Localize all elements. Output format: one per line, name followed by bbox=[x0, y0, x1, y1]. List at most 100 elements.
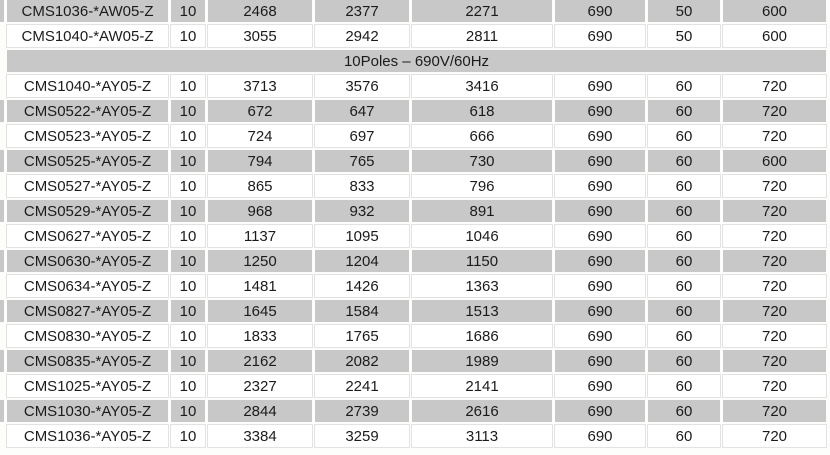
cell-model-number: CMS1025-*AY05-Z bbox=[7, 375, 168, 397]
cell-value: 865 bbox=[208, 175, 312, 197]
cell-value: 690 bbox=[555, 125, 645, 147]
cell-value: 10 bbox=[171, 100, 205, 122]
cell-value: 2468 bbox=[208, 0, 312, 22]
cell-value: 60 bbox=[648, 250, 720, 272]
cell-value: 720 bbox=[723, 300, 826, 322]
cell-value: 690 bbox=[555, 375, 645, 397]
cell-value: 60 bbox=[648, 425, 720, 447]
cell-value: 833 bbox=[315, 175, 409, 197]
cell-model-number: CMS0835-*AY05-Z bbox=[7, 350, 168, 372]
cell-value: 891 bbox=[412, 200, 552, 222]
table-body: CMS1036-*AW05-Z 10 2468 2377 2271 690 50 600 CMS… bbox=[0, 0, 826, 447]
cell-value: 10 bbox=[171, 375, 205, 397]
cell-value: 2327 bbox=[208, 375, 312, 397]
row-edge-sliver bbox=[0, 100, 4, 122]
row-edge-sliver bbox=[0, 275, 4, 297]
cell-value: 2811 bbox=[412, 25, 552, 47]
cell-value: 600 bbox=[723, 0, 826, 22]
cell-value: 10 bbox=[171, 200, 205, 222]
cell-model-number: CMS0630-*AY05-Z bbox=[7, 250, 168, 272]
row-edge-sliver bbox=[0, 200, 4, 222]
cell-value: 690 bbox=[555, 0, 645, 22]
cell-model-number: CMS1040-*AY05-Z bbox=[7, 75, 168, 97]
row-edge-sliver bbox=[0, 425, 4, 447]
cell-value: 10 bbox=[171, 425, 205, 447]
cell-value: 60 bbox=[648, 175, 720, 197]
cell-value: 690 bbox=[555, 25, 645, 47]
cell-model-number: CMS1036-*AW05-Z bbox=[7, 0, 168, 22]
cell-value: 720 bbox=[723, 275, 826, 297]
table-row: CMS1040-*AY05-Z 10 3713 3576 3416 690 60 720 bbox=[0, 75, 826, 97]
table-row: CMS0627-*AY05-Z 10 1137 1095 1046 690 60 720 bbox=[0, 225, 826, 247]
cell-value: 1426 bbox=[315, 275, 409, 297]
cell-value: 720 bbox=[723, 325, 826, 347]
cell-value: 600 bbox=[723, 25, 826, 47]
cell-model-number: CMS1040-*AW05-Z bbox=[7, 25, 168, 47]
row-edge-sliver bbox=[0, 175, 4, 197]
cell-value: 60 bbox=[648, 375, 720, 397]
cell-value: 720 bbox=[723, 100, 826, 122]
cell-value: 690 bbox=[555, 175, 645, 197]
cell-value: 720 bbox=[723, 350, 826, 372]
table-row: CMS0529-*AY05-Z 10 968 932 891 690 60 720 bbox=[0, 200, 826, 222]
cell-model-number: CMS0527-*AY05-Z bbox=[7, 175, 168, 197]
cell-value: 690 bbox=[555, 100, 645, 122]
cell-value: 3384 bbox=[208, 425, 312, 447]
cell-value: 600 bbox=[723, 150, 826, 172]
cell-value: 60 bbox=[648, 275, 720, 297]
cell-value: 2082 bbox=[315, 350, 409, 372]
cell-value: 1150 bbox=[412, 250, 552, 272]
cell-value: 2241 bbox=[315, 375, 409, 397]
row-edge-sliver bbox=[0, 0, 4, 22]
row-edge-sliver bbox=[0, 50, 4, 72]
cell-value: 10 bbox=[171, 125, 205, 147]
table-row: CMS0525-*AY05-Z 10 794 765 730 690 60 600 bbox=[0, 150, 826, 172]
cell-model-number: CMS0522-*AY05-Z bbox=[7, 100, 168, 122]
cell-value: 3576 bbox=[315, 75, 409, 97]
cell-value: 1481 bbox=[208, 275, 312, 297]
table-row: CMS0835-*AY05-Z 10 2162 2082 1989 690 60 720 bbox=[0, 350, 826, 372]
cell-value: 2616 bbox=[412, 400, 552, 422]
cell-value: 690 bbox=[555, 350, 645, 372]
cell-value: 796 bbox=[412, 175, 552, 197]
cell-value: 720 bbox=[723, 175, 826, 197]
cell-value: 1046 bbox=[412, 225, 552, 247]
cell-value: 690 bbox=[555, 250, 645, 272]
table-row: CMS0630-*AY05-Z 10 1250 1204 1150 690 60 720 bbox=[0, 250, 826, 272]
row-edge-sliver bbox=[0, 125, 4, 147]
cell-value: 666 bbox=[412, 125, 552, 147]
cell-model-number: CMS0830-*AY05-Z bbox=[7, 325, 168, 347]
cell-value: 1584 bbox=[315, 300, 409, 322]
cell-value: 60 bbox=[648, 75, 720, 97]
cell-value: 2141 bbox=[412, 375, 552, 397]
table-row: CMS1040-*AW05-Z 10 3055 2942 2811 690 50 600 bbox=[0, 25, 826, 47]
cell-value: 720 bbox=[723, 425, 826, 447]
cell-value: 10 bbox=[171, 75, 205, 97]
cell-model-number: CMS0827-*AY05-Z bbox=[7, 300, 168, 322]
cell-value: 2271 bbox=[412, 0, 552, 22]
cell-value: 1833 bbox=[208, 325, 312, 347]
cell-value: 2377 bbox=[315, 0, 409, 22]
cell-value: 60 bbox=[648, 400, 720, 422]
cell-value: 3416 bbox=[412, 75, 552, 97]
cell-value: 730 bbox=[412, 150, 552, 172]
row-edge-sliver bbox=[0, 150, 4, 172]
row-edge-sliver bbox=[0, 350, 4, 372]
cell-value: 10 bbox=[171, 325, 205, 347]
cell-value: 618 bbox=[412, 100, 552, 122]
cell-value: 50 bbox=[648, 25, 720, 47]
table-row: CMS0634-*AY05-Z 10 1481 1426 1363 690 60 720 bbox=[0, 275, 826, 297]
table-row: CMS1025-*AY05-Z 10 2327 2241 2141 690 60 720 bbox=[0, 375, 826, 397]
cell-model-number: CMS1036-*AY05-Z bbox=[7, 425, 168, 447]
cell-value: 1765 bbox=[315, 325, 409, 347]
row-edge-sliver bbox=[0, 75, 4, 97]
cell-value: 50 bbox=[648, 0, 720, 22]
cell-value: 690 bbox=[555, 150, 645, 172]
table-row: CMS1036-*AW05-Z 10 2468 2377 2271 690 50 600 bbox=[0, 0, 826, 22]
cell-value: 2162 bbox=[208, 350, 312, 372]
row-edge-sliver bbox=[0, 225, 4, 247]
row-edge-sliver bbox=[0, 250, 4, 272]
cell-value: 60 bbox=[648, 325, 720, 347]
cell-value: 60 bbox=[648, 150, 720, 172]
